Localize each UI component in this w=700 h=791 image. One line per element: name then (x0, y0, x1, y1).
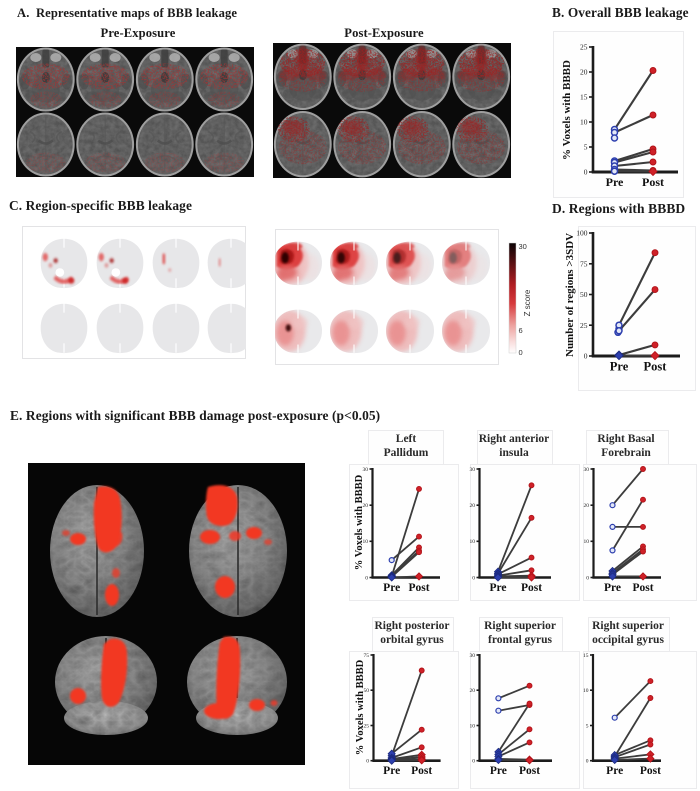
svg-text:0: 0 (584, 168, 588, 177)
svg-text:50: 50 (580, 290, 588, 299)
svg-text:Pre: Pre (604, 582, 621, 594)
svg-text:75: 75 (580, 259, 588, 268)
svg-text:Post: Post (408, 582, 429, 594)
svg-text:Pre: Pre (606, 175, 624, 189)
svg-text:Pre: Pre (383, 765, 400, 777)
svg-text:Post: Post (632, 582, 653, 594)
svg-text:20: 20 (470, 688, 476, 694)
svg-text:0: 0 (472, 575, 475, 581)
svg-text:Z score: Z score (523, 289, 532, 316)
svg-text:100: 100 (576, 229, 588, 238)
svg-text:25: 25 (580, 43, 588, 52)
svg-text:10: 10 (470, 723, 476, 729)
svg-text:5: 5 (584, 143, 588, 152)
svg-text:25: 25 (580, 321, 588, 330)
svg-text:5: 5 (586, 723, 589, 729)
svg-text:30: 30 (519, 242, 527, 251)
svg-text:Post: Post (642, 175, 664, 189)
svg-text:Post: Post (519, 765, 540, 777)
svg-text:15: 15 (580, 93, 588, 102)
svg-text:20: 20 (584, 503, 590, 509)
svg-text:10: 10 (580, 118, 588, 127)
svg-text:Pre: Pre (490, 765, 507, 777)
svg-text:Pre: Pre (383, 582, 400, 594)
svg-text:20: 20 (580, 68, 588, 77)
svg-text:0: 0 (584, 352, 588, 361)
svg-text:0: 0 (365, 575, 368, 581)
svg-text:20: 20 (470, 503, 476, 509)
svg-text:75: 75 (364, 653, 370, 659)
svg-text:6: 6 (519, 326, 523, 335)
svg-text:20: 20 (363, 503, 369, 509)
svg-text:0: 0 (366, 759, 369, 765)
svg-text:10: 10 (584, 539, 590, 545)
svg-text:0: 0 (519, 348, 523, 357)
svg-text:Pre: Pre (489, 582, 506, 594)
svg-text:10: 10 (363, 539, 369, 545)
svg-text:0: 0 (472, 759, 475, 765)
svg-text:Pre: Pre (610, 360, 629, 374)
svg-text:25: 25 (364, 723, 370, 729)
svg-text:30: 30 (363, 467, 369, 473)
svg-text:30: 30 (470, 653, 476, 659)
svg-text:15: 15 (583, 653, 589, 659)
svg-text:30: 30 (584, 467, 590, 473)
svg-text:50: 50 (364, 688, 370, 694)
svg-text:0: 0 (586, 575, 589, 581)
svg-text:0: 0 (586, 759, 589, 765)
svg-text:10: 10 (470, 539, 476, 545)
svg-text:10: 10 (583, 688, 589, 694)
svg-text:Post: Post (521, 582, 542, 594)
svg-text:Post: Post (411, 765, 432, 777)
svg-text:Post: Post (644, 360, 668, 374)
svg-text:30: 30 (470, 467, 476, 473)
svg-text:Pre: Pre (606, 765, 623, 777)
svg-text:Post: Post (640, 765, 661, 777)
